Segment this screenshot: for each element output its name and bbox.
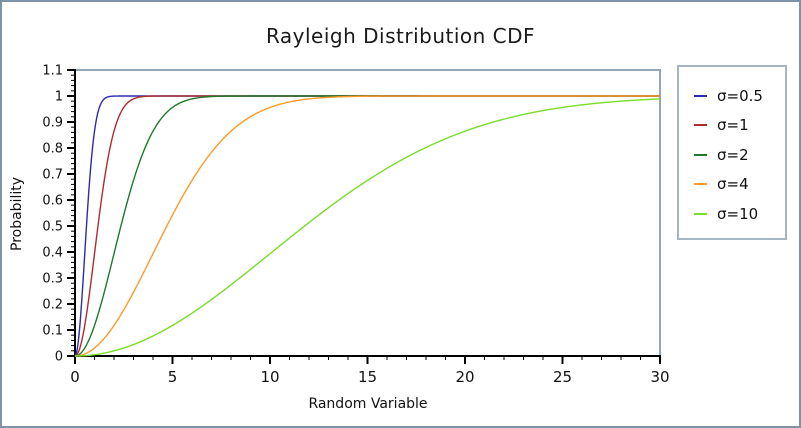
x-axis-tick-label: 5 [168,368,178,386]
x-axis-label: Random Variable [308,396,427,412]
x-axis-tick-label: 0 [70,368,80,386]
y-axis-tick-label: 0.4 [42,246,63,261]
y-axis-tick-label: 0.9 [42,116,63,131]
legend-line-swatch [694,212,707,215]
x-axis-tick-label: 10 [260,368,279,386]
y-axis-tick-label: 0.2 [42,298,63,313]
legend-item: σ=1 [679,116,785,134]
legend: σ=0.5 σ=1 σ=2 σ=4 σ=10 [677,65,787,240]
legend-line-swatch [694,183,707,185]
legend-line-swatch [694,153,707,156]
legend-label: σ=4 [717,175,749,193]
x-axis-tick-label: 30 [650,368,669,386]
y-axis-tick-label: 1.1 [42,64,63,79]
x-axis-tick-label: 15 [358,368,377,386]
y-axis-tick-label: 0.6 [42,194,63,209]
legend-label: σ=10 [717,204,759,223]
legend-label: σ=2 [717,145,749,164]
curve-σ=1 [74,95,660,357]
legend-line-swatch [694,124,707,126]
x-axis-tick-label: 20 [455,368,474,386]
curves [74,95,661,357]
axes: 0 5 10 15 20 25 30 0 0.1 0.2 0.3 0.4 0.5 0.6 0.7 0.8 0.9… [42,64,669,387]
x-axis-tick-label: 25 [553,368,572,386]
curve-σ=4 [74,95,660,357]
curve-σ=0.5 [74,95,660,357]
legend-label: σ=1 [717,116,749,134]
legend-item: σ=10 [679,205,785,223]
chart-title: Rayleigh Distribution CDF [265,24,536,48]
legend-item: σ=0.5 [679,87,785,105]
y-axis-label: Probability [9,177,25,251]
legend-item: σ=4 [679,175,785,193]
y-axis-tick-label: 0.1 [42,324,63,339]
legend-line-swatch [694,94,707,97]
y-axis-tick-label: 1 [55,90,63,105]
y-axis-tick-label: 0.5 [42,220,63,235]
legend-label: σ=0.5 [717,86,763,105]
curve-σ=2 [74,95,660,357]
y-axis-tick-label: 0 [55,350,63,365]
legend-item: σ=2 [679,146,785,164]
y-axis-tick-label: 0.7 [42,168,63,183]
curve-σ=10 [75,98,661,357]
y-axis-tick-label: 0.8 [42,142,63,157]
y-axis-tick-label: 0.3 [42,272,63,287]
